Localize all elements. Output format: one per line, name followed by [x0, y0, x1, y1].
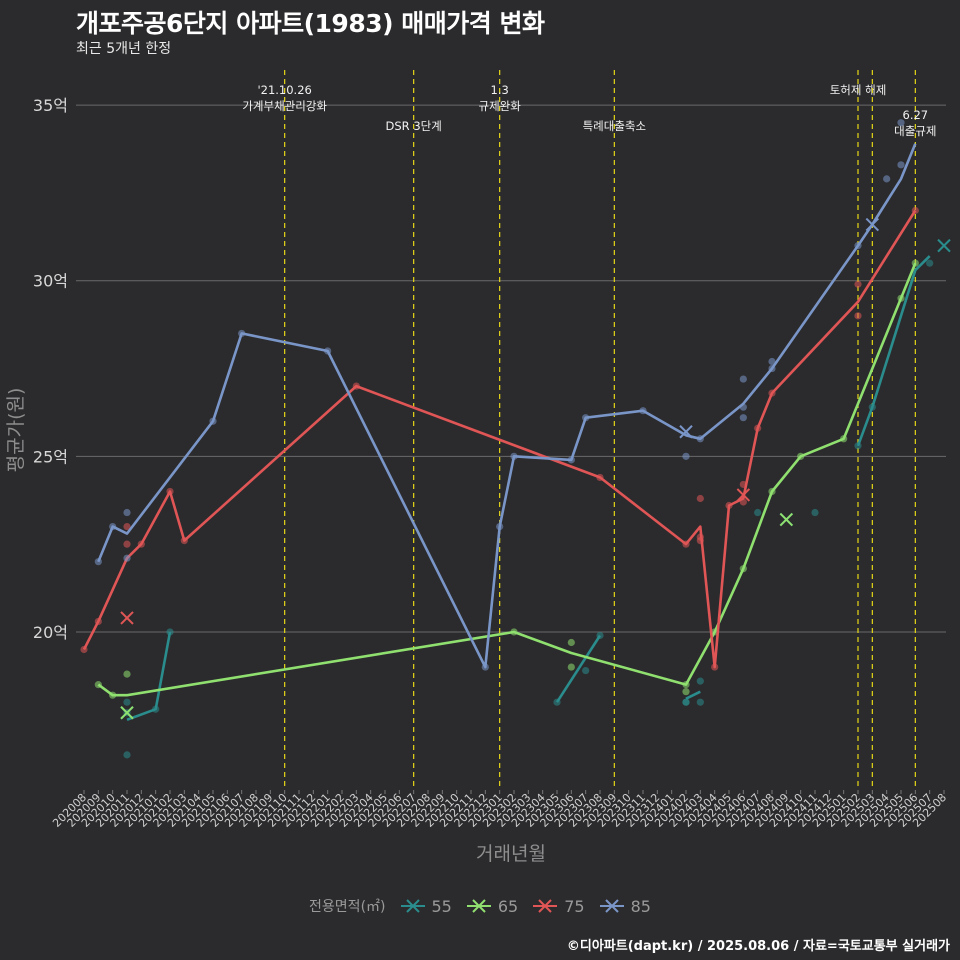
chart-subtitle: 최근 5개년 한정 [76, 41, 172, 57]
y-tick-label: 25억 [33, 447, 68, 466]
cross-marker-55 [937, 238, 951, 253]
data-point-55 [754, 508, 762, 517]
data-point-55 [123, 698, 131, 706]
chart-title: 개포주공6단지 아파트(1983) 매매가격 변화 [76, 9, 545, 38]
legend-key-icon [599, 899, 624, 913]
data-point-75 [854, 280, 862, 288]
cross-marker-65 [120, 706, 134, 720]
data-point-55 [696, 698, 704, 706]
legend-key-icon [466, 899, 491, 913]
data-point-65 [567, 663, 575, 671]
data-point-85 [682, 452, 690, 460]
data-point-55 [682, 698, 690, 706]
data-point-85 [883, 175, 891, 183]
legend-label: 75 [564, 896, 585, 916]
event-label: 6.27 [903, 108, 929, 122]
source-caption: ©디아파트(dapt.kr) / 2025.08.06 / 자료=국토교통부 실… [566, 939, 950, 954]
legend-title: 전용면적(㎡) [309, 899, 386, 915]
data-point-65 [123, 670, 131, 678]
event-label: 규제완화 [479, 99, 522, 113]
legend: 전용면적(㎡) 55 65 75 85 [0, 896, 960, 916]
data-point-65 [567, 638, 575, 647]
series-line-55 [685, 690, 701, 700]
data-point-75 [854, 312, 862, 320]
y-axis-label: 평균가(원) [5, 388, 27, 473]
data-point-75 [696, 494, 704, 503]
legend-item-85: 85 [599, 897, 651, 916]
data-point-85 [123, 508, 131, 517]
x-axis-label: 거래년월 [476, 843, 546, 865]
legend-label: 65 [497, 896, 519, 916]
data-point-55 [811, 508, 819, 517]
cross-marker-75 [736, 488, 751, 502]
y-tick-label: 35억 [33, 96, 68, 115]
data-point-75 [123, 540, 131, 548]
data-point-85 [739, 414, 747, 422]
series-line-55 [555, 634, 602, 703]
cross-marker-85 [679, 425, 693, 439]
data-point-85 [768, 357, 776, 366]
legend-item-55: 55 [400, 897, 452, 916]
event-label: 1.3 [491, 83, 509, 97]
cross-marker-85 [865, 217, 880, 232]
y-tick-label: 30억 [33, 272, 68, 291]
legend-key-icon [400, 899, 425, 913]
data-point-55 [166, 628, 174, 636]
series-line-85 [97, 143, 917, 669]
y-tick-label: 20억 [33, 623, 68, 642]
cross-marker-65 [779, 512, 794, 527]
series-line-65 [97, 262, 917, 697]
data-point-55 [696, 677, 704, 685]
data-point-55 [582, 666, 590, 675]
event-label: DSR 3단계 [386, 119, 442, 133]
legend-item-65: 65 [466, 897, 518, 916]
event-label: 대출규제 [894, 124, 936, 138]
data-point-85 [897, 161, 905, 169]
data-point-55 [123, 751, 131, 759]
event-label: 토허제 해제 [830, 83, 887, 97]
event-label: 특례대출축소 [583, 119, 646, 133]
series-line-75 [82, 209, 917, 669]
data-point-65 [682, 688, 690, 696]
event-label: '21.10.26 [257, 83, 311, 97]
data-point-85 [123, 554, 131, 562]
data-point-85 [897, 119, 905, 127]
event-label: 가계부채관리강화 [242, 99, 327, 113]
data-point-85 [739, 375, 747, 383]
legend-item-75: 75 [532, 896, 585, 916]
series-line-55 [126, 631, 172, 722]
legend-label: 85 [630, 896, 651, 916]
legend-label: 55 [431, 896, 452, 916]
data-point-55 [926, 259, 934, 267]
cross-marker-75 [120, 611, 134, 625]
series-line-55 [856, 255, 931, 447]
legend-key-icon [533, 899, 558, 913]
data-point-75 [123, 522, 131, 531]
